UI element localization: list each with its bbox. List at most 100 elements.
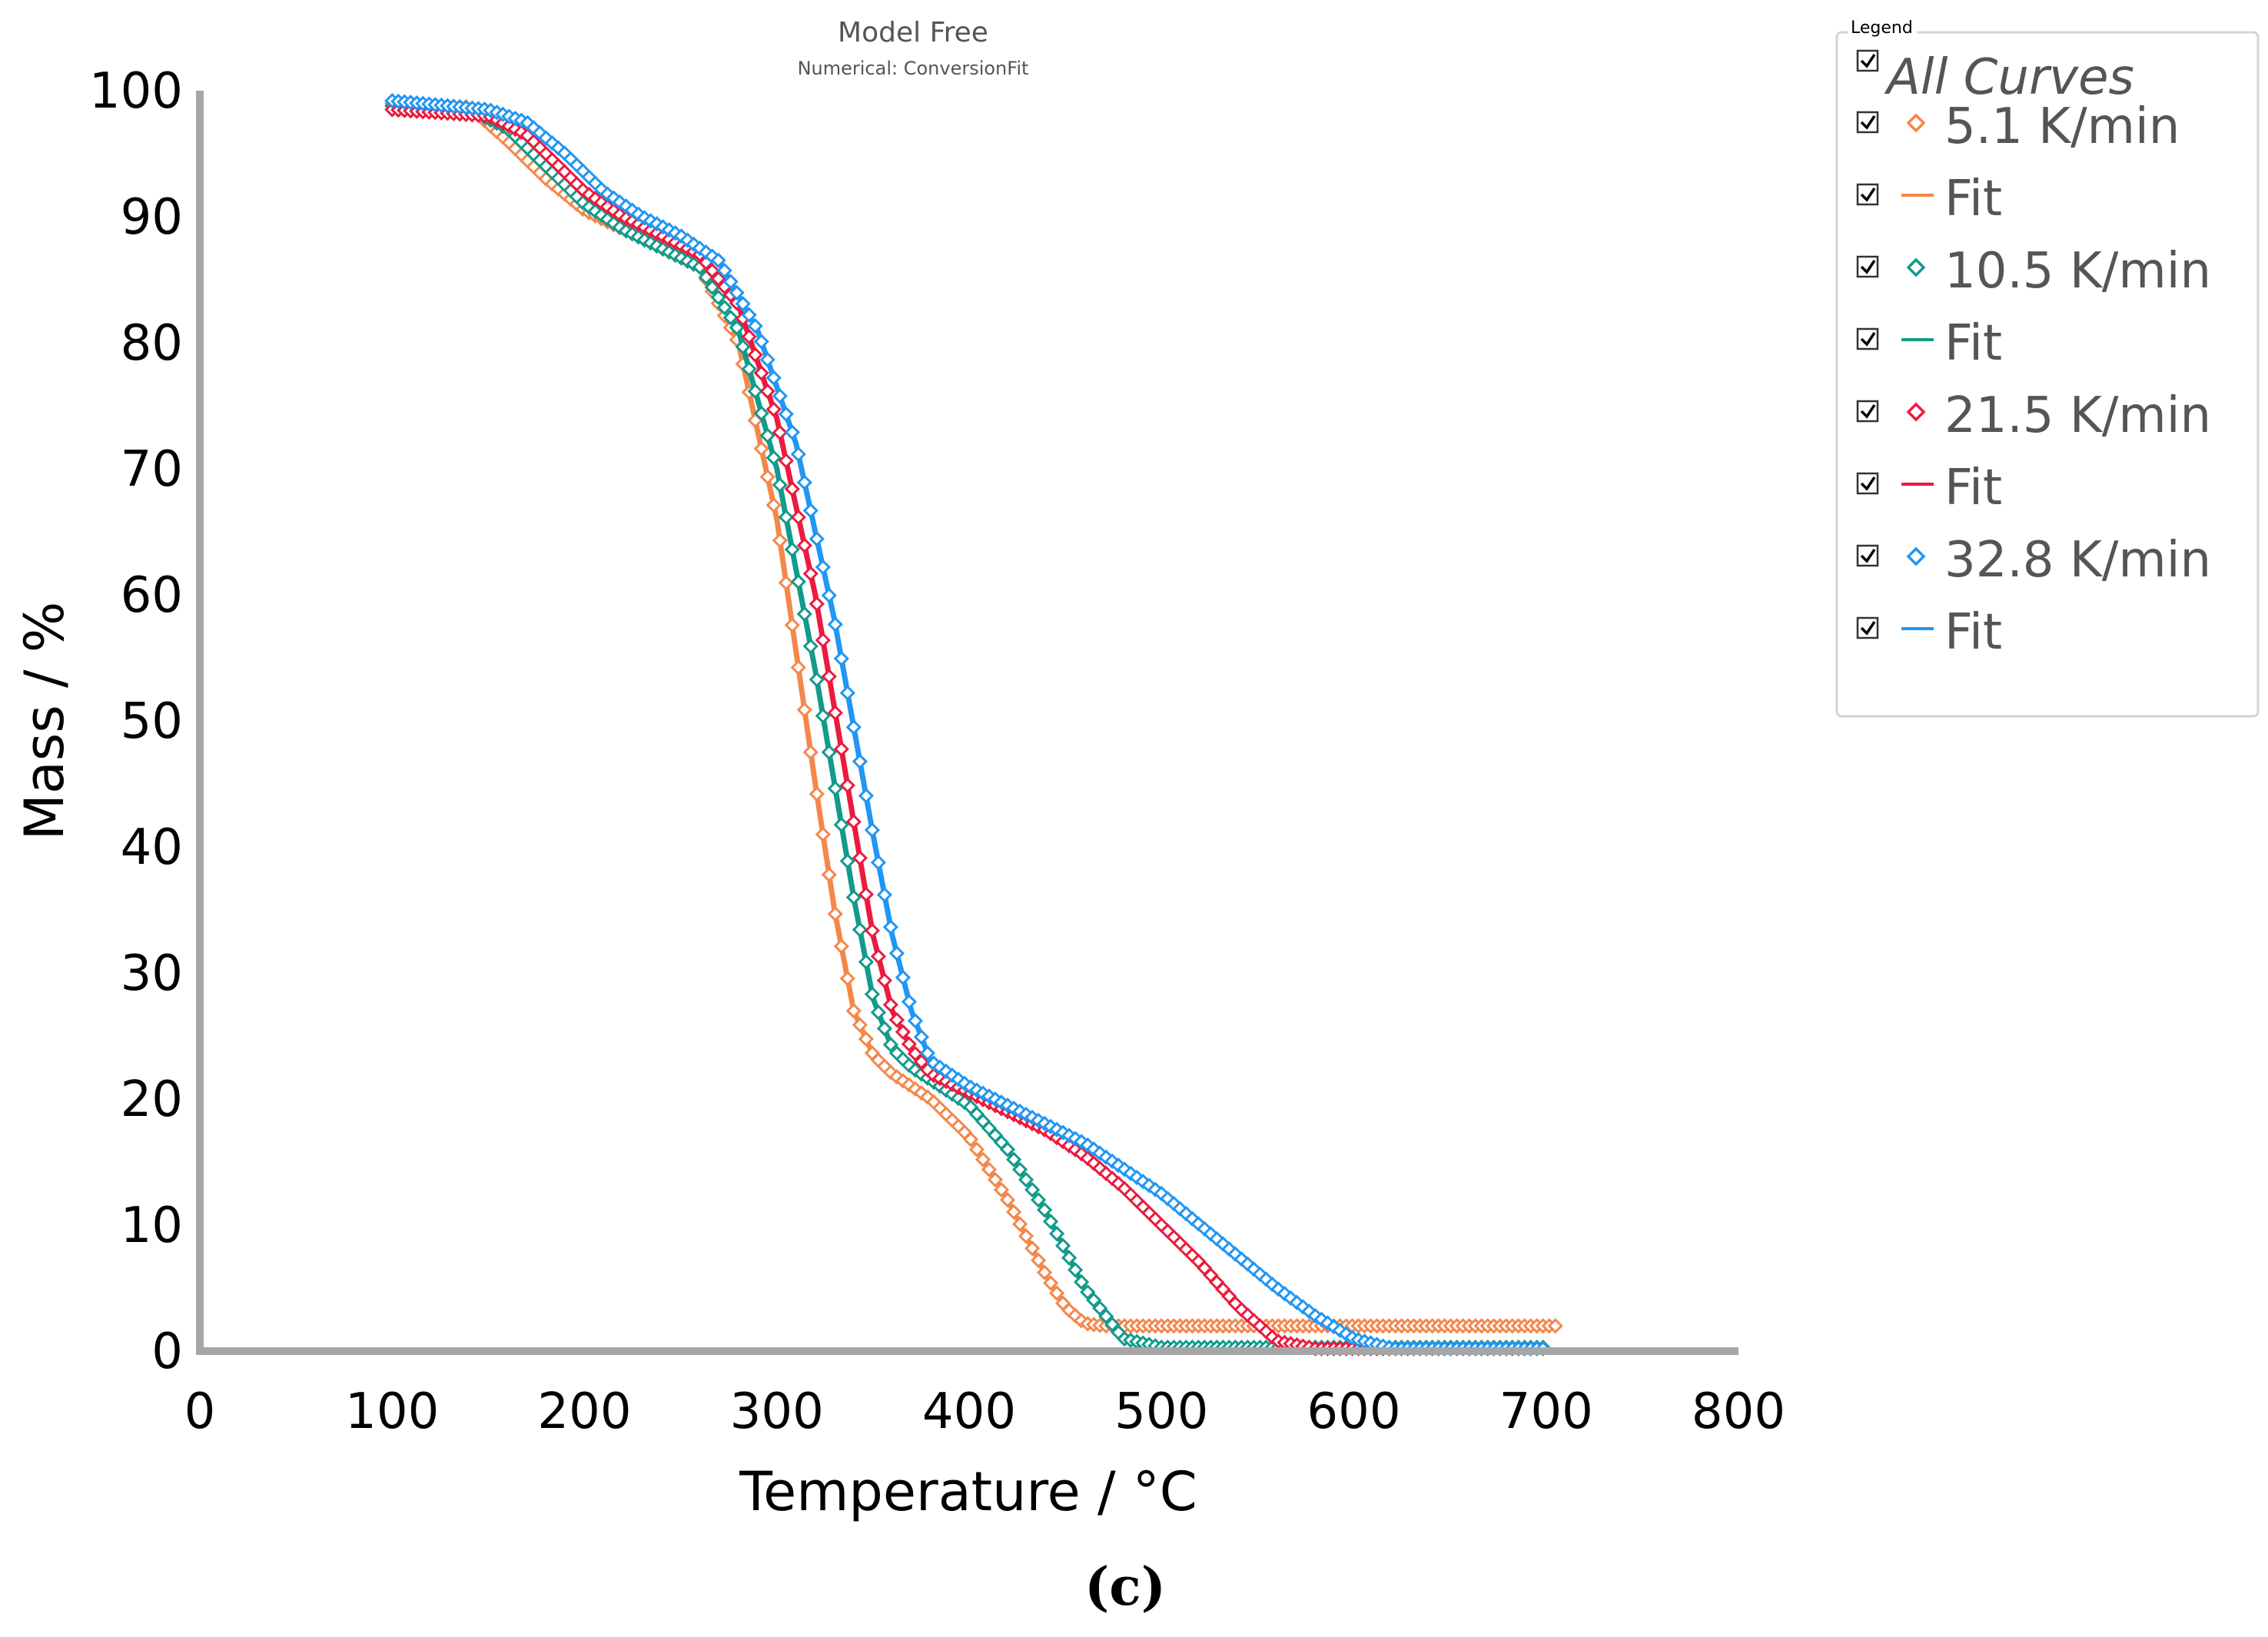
data-point xyxy=(821,587,837,603)
data-point xyxy=(772,533,788,549)
y-axis-label: Mass / % xyxy=(13,602,76,841)
legend-item-all-curves[interactable]: All Curves xyxy=(1856,49,2134,106)
x-tick-label: 300 xyxy=(730,1383,824,1440)
legend-box xyxy=(1835,31,2260,718)
data-point xyxy=(802,566,819,582)
data-point xyxy=(747,347,763,363)
legend-checkbox[interactable] xyxy=(1856,544,1879,567)
legend-item-21-5-k-min[interactable]: 21.5 K/min xyxy=(1856,387,2211,444)
data-point xyxy=(716,262,732,279)
data-point xyxy=(845,814,862,830)
data-point xyxy=(999,1192,1016,1208)
data-point xyxy=(790,659,806,676)
checkmark-icon xyxy=(1860,549,1876,563)
data-point xyxy=(809,531,825,547)
data-point xyxy=(722,310,739,326)
figure-caption: (c) xyxy=(1084,1556,1166,1618)
data-point xyxy=(790,509,806,526)
legend-all-curves-label: All Curves xyxy=(1884,49,2134,106)
data-point xyxy=(815,559,831,576)
data-point xyxy=(1030,1252,1047,1269)
fit-line-21-5-k-min xyxy=(392,107,1546,1352)
x-tick-label: 700 xyxy=(1499,1383,1593,1440)
legend-items: 5.1 K/min Fit 10.5 K/min Fit 21.5 K/min Fit 32… xyxy=(1856,98,2211,661)
data-point xyxy=(735,339,751,355)
data-point xyxy=(845,1003,862,1019)
legend-title: Legend xyxy=(1851,18,1913,38)
data-point xyxy=(858,1031,875,1048)
data-point xyxy=(753,334,769,350)
data-point xyxy=(778,453,794,469)
legend-checkbox[interactable] xyxy=(1856,111,1879,134)
x-axis-label: Temperature / °C xyxy=(739,1460,1197,1523)
data-point xyxy=(975,1151,991,1167)
data-point xyxy=(802,638,819,655)
x-tick-label: 800 xyxy=(1692,1383,1785,1440)
legend-checkbox[interactable] xyxy=(1856,616,1879,639)
legend-item-fit-10-5-k-min[interactable]: Fit xyxy=(1856,315,2002,372)
checkmark-icon xyxy=(1860,260,1876,274)
series-5-1-k-min xyxy=(384,95,1563,1334)
data-point xyxy=(759,427,775,443)
y-tick-label: 100 xyxy=(89,63,183,120)
data-point xyxy=(765,401,782,417)
data-point xyxy=(913,1029,930,1045)
data-point xyxy=(1036,1202,1053,1218)
legend-item-32-8-k-min[interactable]: 32.8 K/min xyxy=(1856,532,2211,589)
data-point xyxy=(809,672,825,688)
legend-checkbox[interactable] xyxy=(1856,183,1879,206)
data-point xyxy=(796,606,812,623)
series-32-8-k-min xyxy=(384,92,1551,1356)
data-point xyxy=(827,616,843,633)
data-point xyxy=(876,887,893,903)
data-point xyxy=(759,383,775,400)
legend-checkbox[interactable] xyxy=(1856,400,1879,423)
y-tick-label: 60 xyxy=(121,567,183,624)
legend-item-fit-32-8-k-min[interactable]: Fit xyxy=(1856,604,2002,661)
data-point xyxy=(913,1054,930,1070)
data-point xyxy=(753,365,769,381)
data-point xyxy=(722,274,739,290)
data-point xyxy=(981,1161,998,1177)
data-point xyxy=(1080,1284,1096,1300)
data-point xyxy=(704,279,720,295)
checkbox-all-curves[interactable] xyxy=(1856,49,1879,72)
legend-item-10-5-k-min[interactable]: 10.5 K/min xyxy=(1856,243,2211,300)
data-point xyxy=(876,1021,893,1037)
y-tick-label: 30 xyxy=(121,945,183,1002)
data-point xyxy=(845,719,862,735)
legend-checkbox[interactable] xyxy=(1856,327,1879,350)
data-point xyxy=(704,263,720,279)
data-point xyxy=(993,1181,1010,1198)
checkmark-icon xyxy=(1860,404,1876,419)
checkmark-icon xyxy=(1860,54,1876,68)
data-point xyxy=(802,503,819,519)
data-point xyxy=(778,406,794,422)
axes xyxy=(196,91,1738,1355)
data-point xyxy=(833,741,849,757)
checkmark-icon xyxy=(1860,332,1876,347)
legend-checkbox[interactable] xyxy=(1856,472,1879,495)
data-point xyxy=(772,476,788,493)
series-21-5-k-min xyxy=(384,101,1551,1356)
data-point xyxy=(1054,1237,1071,1254)
legend-item-fit-21-5-k-min[interactable]: Fit xyxy=(1856,460,2002,516)
data-point xyxy=(852,921,868,938)
x-tick-label: 600 xyxy=(1307,1383,1400,1440)
data-point xyxy=(710,271,726,287)
checkmark-icon xyxy=(1860,188,1876,202)
legend-checkbox[interactable] xyxy=(1856,255,1879,278)
series-layer xyxy=(384,92,1563,1356)
data-point xyxy=(852,1017,868,1033)
data-point xyxy=(796,474,812,490)
data-point xyxy=(784,481,800,497)
legend-item-5-1-k-min[interactable]: 5.1 K/min xyxy=(1856,98,2180,155)
data-point xyxy=(1018,1228,1034,1244)
data-point xyxy=(710,289,726,306)
data-point xyxy=(1011,1216,1028,1232)
data-point xyxy=(882,919,899,935)
y-tick-label: 90 xyxy=(121,189,183,246)
legend-item-fit-5-1-k-min[interactable]: Fit xyxy=(1856,171,2002,227)
data-point xyxy=(759,469,775,485)
data-point xyxy=(784,617,800,633)
